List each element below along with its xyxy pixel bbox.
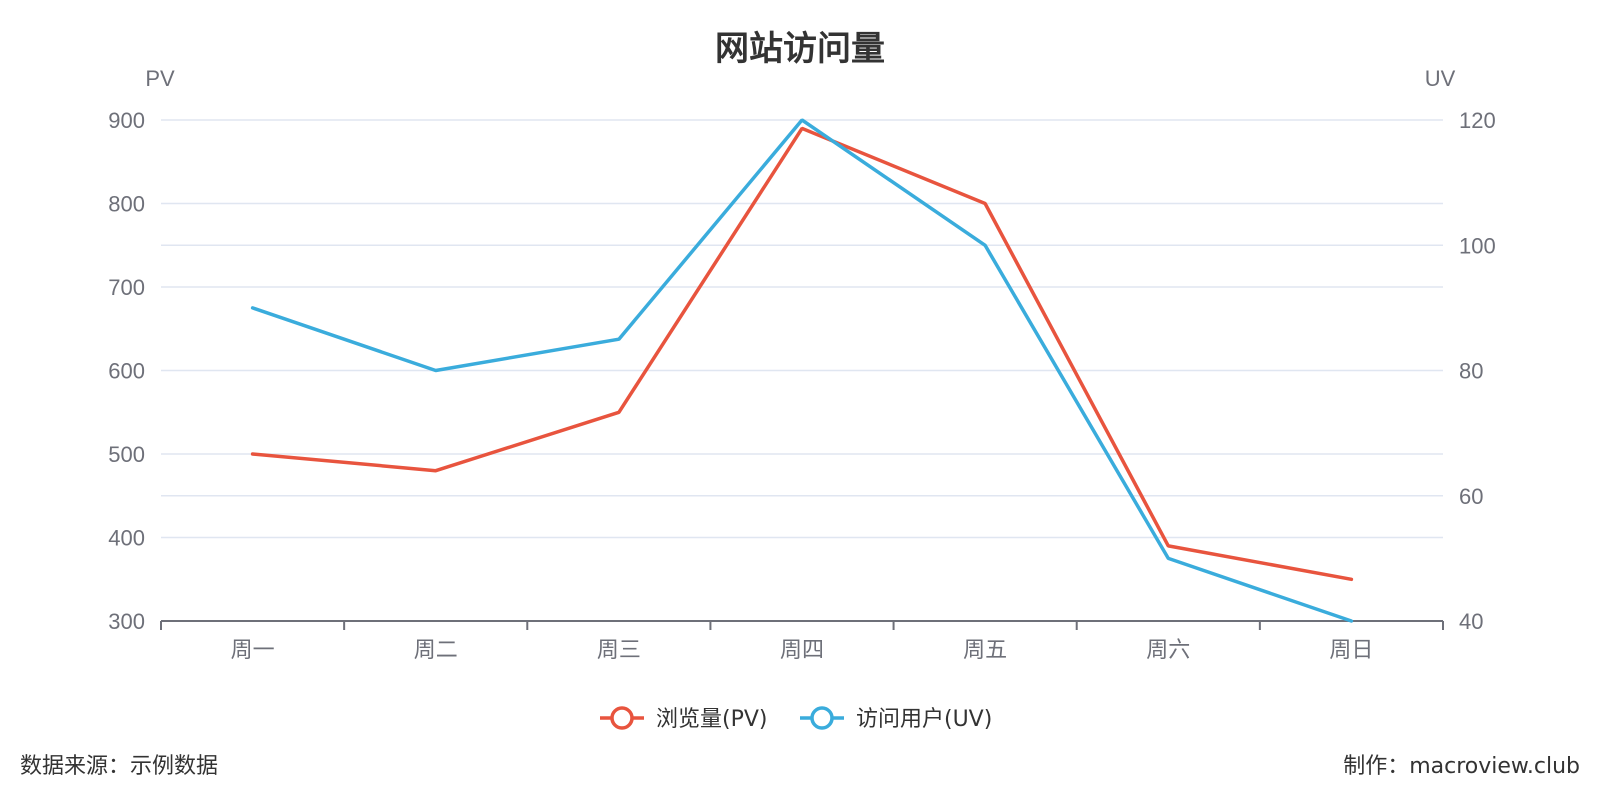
legend-marker-icon — [810, 706, 834, 730]
y-left-tick-label: 700 — [108, 275, 145, 300]
y-left-tick-label: 400 — [108, 526, 145, 551]
y-right-tick-label: 60 — [1459, 484, 1483, 509]
y-left-ticks: 300 400 500 600 700 800 900 — [108, 108, 145, 634]
grid-lines — [161, 119, 1443, 539]
x-axis: 周一 周二 周三 周四 周五 周六 周日 — [160, 620, 1444, 663]
chart-title: 网站访问量 — [715, 29, 885, 69]
x-tick-label: 周二 — [414, 638, 458, 663]
legend-item[interactable]: 浏览量(PV) — [600, 706, 767, 732]
x-tick-label: 周四 — [780, 638, 824, 663]
y-left-tick-label: 500 — [108, 442, 145, 467]
y-left-tick-label: 600 — [108, 359, 145, 384]
legend-item[interactable]: 访问用户(UV) — [800, 706, 992, 732]
legend-label: 浏览量(PV) — [656, 707, 767, 732]
y-left-tick-label: 900 — [108, 108, 145, 133]
y-right-tick-label: 120 — [1459, 108, 1496, 133]
x-tick-label: 周五 — [963, 638, 1007, 663]
y-right-tick-label: 100 — [1459, 233, 1496, 258]
x-tick-label: 周一 — [231, 638, 275, 663]
series-line-1 — [250, 126, 1354, 582]
x-tick-label: 周六 — [1146, 638, 1190, 663]
y-right-ticks: 40 60 80 100 120 — [1459, 108, 1496, 634]
legend-label: 访问用户(UV) — [856, 707, 992, 732]
x-tick-label: 周三 — [597, 638, 641, 663]
series-line-2 — [250, 118, 1354, 623]
series-lines — [250, 118, 1354, 623]
y-left-tick-label: 300 — [108, 609, 145, 634]
legend[interactable]: 浏览量(PV) 访问用户(UV) — [600, 706, 992, 732]
legend-marker-icon — [610, 706, 634, 730]
y-right-tick-label: 80 — [1459, 359, 1483, 384]
y-right-axis-label: UV — [1425, 66, 1456, 91]
y-left-tick-label: 800 — [108, 192, 145, 217]
credit: 制作：macroview.club — [1343, 754, 1580, 779]
y-right-tick-label: 40 — [1459, 609, 1483, 634]
data-source: 数据来源：示例数据 — [20, 754, 218, 779]
x-tick-label: 周日 — [1329, 638, 1373, 663]
y-left-axis-label: PV — [145, 66, 175, 91]
